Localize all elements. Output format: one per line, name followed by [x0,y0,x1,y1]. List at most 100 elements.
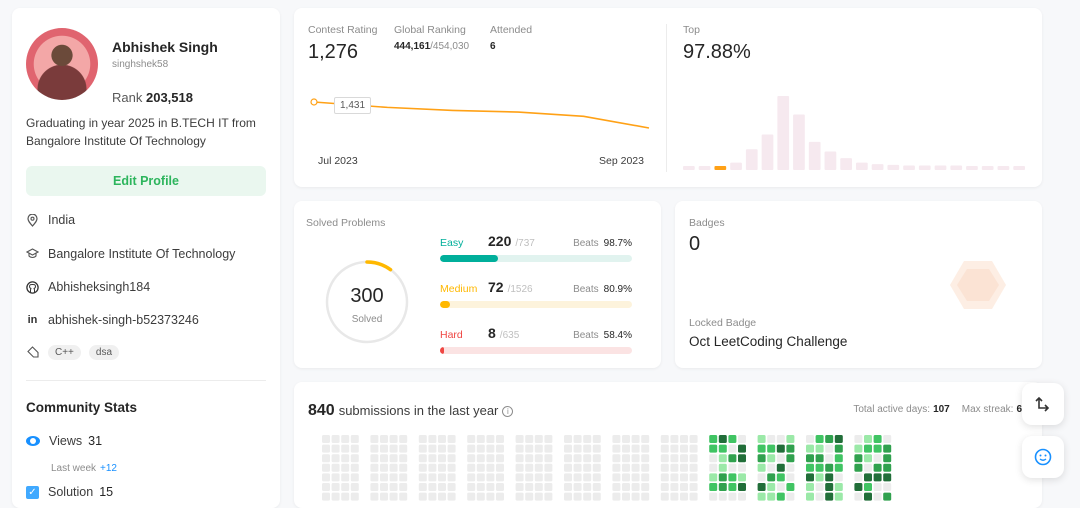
rating-histogram[interactable] [683,88,1025,170]
heatmap-cell [864,473,872,482]
heatmap-cell [389,444,398,453]
heatmap-cell [612,483,621,491]
last-week-value: +12 [100,463,117,474]
heatmap-cell [476,444,485,453]
divider [666,24,667,172]
switch-view-button[interactable] [1022,383,1064,425]
heatmap-cell [631,483,640,491]
avatar[interactable] [26,28,98,100]
heatmap-cell [689,483,698,491]
heatmap-cell [583,454,592,463]
heatmap-cell [680,483,688,491]
last-week-label: Last week [51,463,97,474]
easy-progress-fill [440,255,498,262]
heatmap-cell [331,483,340,491]
heatmap-cell [564,483,572,491]
easy-count: 220 [488,233,512,249]
heatmap-cell [534,463,543,472]
medium-label: Medium [440,283,478,295]
ring-progress [325,260,409,344]
heatmap-cell [776,444,785,453]
histogram-bar [903,165,915,170]
heatmap-cell [544,454,553,463]
histogram-bar [745,149,758,170]
heatmap-cell [776,435,785,443]
rating-line-chart[interactable] [308,98,653,138]
heatmap-cell [389,473,398,482]
heatmap-cell [873,454,882,463]
heatmap-cell [689,473,698,482]
skill-tag[interactable]: C++ [48,345,81,360]
heatmap-cell [399,463,408,472]
edit-profile-button[interactable]: Edit Profile [26,166,266,196]
heatmap-cell [370,483,379,491]
feedback-button[interactable] [1022,436,1064,478]
heatmap-cell [738,473,746,482]
heatmap-cell [447,483,456,491]
heatmap-cell [322,454,330,463]
heatmap-cell [467,454,476,463]
heatmap-cell [854,463,863,472]
histogram-bar [698,166,711,170]
info-icon[interactable]: i [502,406,514,417]
submission-heatmap[interactable] [322,435,1022,505]
locked-badge-name: Oct LeetCoding Challenge [689,334,848,349]
heatmap-cell [525,435,534,443]
heatmap-cell [670,444,679,453]
location-pin-icon [26,213,39,227]
heatmap-cell [767,463,776,472]
heatmap-cell [728,473,737,482]
heatmap-cell [806,483,814,491]
heatmap-cell [447,444,456,453]
linkedin-row[interactable]: in abhishek-singh-b52373246 [26,313,199,327]
heatmap-cell [592,435,601,443]
heatmap-cell [767,473,776,482]
skill-tag[interactable]: dsa [88,345,120,360]
solved-progress-ring[interactable] [324,259,410,345]
skills-row: C++ dsa [26,345,127,360]
heatmap-cell [709,444,718,453]
heatmap-cell [825,444,834,453]
github-link[interactable]: Abhisheksingh184 [48,280,151,294]
submissions-stats: Total active days: 107 Max streak: 6 [853,404,1022,415]
histogram-bar [871,164,884,170]
heatmap-cell [322,473,330,482]
badges-count: 0 [689,233,701,255]
badges-label: Badges [689,217,725,229]
heatmap-cell [680,435,688,443]
community-stats-title: Community Stats [26,400,138,415]
heatmap-cell [380,444,388,453]
heatmap-cell [709,483,718,491]
linkedin-link[interactable]: abhishek-singh-b52373246 [48,313,199,327]
heatmap-cell [776,483,785,491]
heatmap-cell [718,473,727,482]
heatmap-cell [438,435,446,443]
easy-beats-value: 98.7% [603,238,632,249]
heatmap-cell [806,435,814,443]
heatmap-cell [428,492,437,501]
locked-badge-icon[interactable] [949,259,1007,311]
github-row[interactable]: Abhisheksingh184 [26,280,150,294]
heatmap-cell [438,454,446,463]
histogram-bar [966,166,978,170]
heatmap-cell [418,454,427,463]
heatmap-cell [660,492,669,501]
heatmap-cell [331,454,340,463]
rank-label: Rank [112,90,143,105]
beats-label: Beats [573,284,599,295]
heatmap-cell [496,473,504,482]
heatmap-cell [592,492,601,501]
heatmap-cell [641,473,650,482]
hard-beats-value: 58.4% [603,330,632,341]
heatmap-cell [660,454,669,463]
histogram-bar [997,166,1010,170]
heatmap-cell [564,454,572,463]
heatmap-cell [776,454,785,463]
global-ranking-label: Global Ranking [394,24,466,36]
histogram-bar [761,134,774,170]
histogram-bar [981,166,994,170]
heatmap-cell [322,483,330,491]
medium-progress-bar [440,301,632,308]
max-streak-value: 6 [1016,404,1022,415]
heatmap-cell [428,473,437,482]
